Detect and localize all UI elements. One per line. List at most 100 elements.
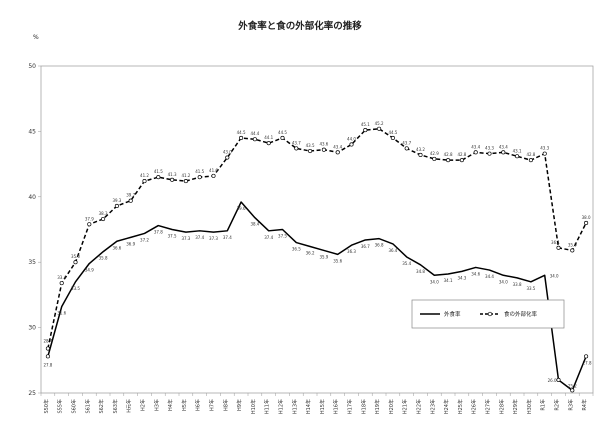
series-2-point <box>156 175 161 180</box>
x-tick-label: H18年 <box>360 399 367 414</box>
series-2-point <box>87 222 92 227</box>
series-2-data-label: 35.9 <box>568 242 577 247</box>
series-1-data-label: 36.6 <box>112 245 121 250</box>
series-1-data-label: 34.0 <box>430 279 439 284</box>
series-2-data-label: 43.0 <box>223 150 232 155</box>
x-tick-label: H5年 <box>181 399 188 411</box>
series-2-data-label: 36.1 <box>551 240 560 245</box>
series-2-data-label: 28.4 <box>43 339 52 344</box>
x-tick-label: S62年 <box>98 399 105 414</box>
series-2-data-label: 43.2 <box>416 147 425 152</box>
series-1-data-label: 37.3 <box>209 236 218 241</box>
series-2-data-label: 39.7 <box>126 193 135 198</box>
x-tick-label: H14年 <box>305 399 312 414</box>
x-tick-label: H10年 <box>250 399 257 414</box>
x-tick-label: H17年 <box>347 399 354 414</box>
series-1-data-label: 37.5 <box>168 234 177 239</box>
series-2-data-label: 42.9 <box>430 151 439 156</box>
series-1-data-label: 37.4 <box>264 235 273 240</box>
series-2-data-label: 43.1 <box>513 148 522 153</box>
series-2-data-label: 38.3 <box>99 211 108 216</box>
x-tick-label: H19年 <box>374 399 381 414</box>
series-1-data-label: 37.8 <box>154 230 163 235</box>
x-tick-label: H16年 <box>333 399 340 414</box>
series-2-point <box>321 147 326 152</box>
x-tick-label: H11年 <box>264 399 271 414</box>
series-2-data-label: 39.3 <box>112 198 121 203</box>
x-tick-label: S60年 <box>71 399 78 414</box>
series-2-data-label: 43.6 <box>319 142 328 147</box>
series-1-data-label: 34.3 <box>457 275 466 280</box>
series-1-data-label: 26.0 <box>548 378 557 383</box>
series-2-point <box>294 146 299 151</box>
series-1-data-label: 34.4 <box>485 274 494 279</box>
series-2-data-label: 41.2 <box>181 173 190 178</box>
series-2-data-label: 38.0 <box>582 215 591 220</box>
series-group: 27.8 31.6 33.5 34.9 35.8 36.6 36.9 37.2 37.8 37.5… <box>43 121 592 393</box>
x-tick-label: H2年 <box>140 399 147 411</box>
x-tick-label: H9年 <box>236 399 243 411</box>
series-1-data-label: 35.4 <box>402 261 411 266</box>
series-2-data-label: 33.4 <box>57 275 66 280</box>
series-2-point <box>473 150 478 155</box>
series-1-data-label: 36.4 <box>388 248 397 253</box>
series-2-data-label: 43.7 <box>402 140 411 145</box>
series-1-data-label: 34.8 <box>416 269 425 274</box>
series-1-data-label: 35.8 <box>99 256 108 261</box>
x-tick-label: R1年 <box>540 399 547 411</box>
series-1-data-label: 31.6 <box>57 311 66 316</box>
series-1-data-label: 37.5 <box>278 234 287 239</box>
series-2-point <box>45 346 50 351</box>
series-1-data-label: 34.0 <box>550 273 559 278</box>
series-2-data-label: 41.5 <box>154 169 163 174</box>
series-1-data-label: 33.5 <box>71 286 80 291</box>
series-2-point <box>225 155 230 160</box>
series-2-point <box>239 135 244 140</box>
series-2-data-label: 44.1 <box>264 135 273 140</box>
series-2-point <box>515 154 520 159</box>
series-2-data-label: 41.3 <box>168 172 177 177</box>
series-2-data-label: 42.8 <box>444 152 453 157</box>
y-tick-label: 40 <box>28 194 36 201</box>
x-tick-label: H20年 <box>388 399 395 414</box>
series-1-data-label: 36.2 <box>306 251 315 256</box>
x-tick-label: R2年 <box>554 399 561 411</box>
x-tick-label: H7年 <box>209 399 216 411</box>
series-2-data-label: 41.2 <box>140 173 149 178</box>
x-tick-label: H25年 <box>457 399 464 414</box>
series-2-point <box>197 175 202 180</box>
series-1-point <box>556 377 561 382</box>
series-1-point <box>45 354 50 359</box>
plot-area-frame <box>40 65 594 394</box>
y-tick-label: 45 <box>28 128 36 135</box>
series-2-data-label: 42.8 <box>526 152 535 157</box>
x-tick-label: H22年 <box>416 399 423 414</box>
series-1-data-label: 36.7 <box>361 244 370 249</box>
axes <box>38 65 594 396</box>
x-tick-label: S55年 <box>57 399 64 414</box>
series-2-data-label: 43.7 <box>292 140 301 145</box>
series-2-data-label: 44.5 <box>278 130 287 135</box>
series-2-data-label: 44.5 <box>388 130 397 135</box>
x-tick-label: H15年 <box>319 399 326 414</box>
series-2-data-label: 44.4 <box>250 131 259 136</box>
series-2-point <box>142 179 147 184</box>
series-1-data-label: 35.9 <box>319 254 328 259</box>
series-2-point <box>418 152 423 157</box>
series-2-point <box>584 220 589 226</box>
series-2-point <box>404 146 409 151</box>
x-tick-label: H4年 <box>167 399 174 411</box>
x-tick-label: S50年 <box>43 399 50 414</box>
series-1-data-label: 37.3 <box>181 236 190 241</box>
series-1-data-label: 36.8 <box>375 243 384 248</box>
series-2-point <box>170 177 175 182</box>
x-tick-label: H21年 <box>402 399 409 414</box>
series-2-point <box>363 128 368 133</box>
series-2-point <box>280 135 285 140</box>
chart-title: 外食率と食の外部化率の推移 <box>237 20 362 32</box>
series-1-data-label: 33.8 <box>513 282 522 287</box>
series-1-data-label: 39.6 <box>237 206 246 211</box>
series-2-point <box>183 179 188 184</box>
series-2-point <box>349 142 354 147</box>
